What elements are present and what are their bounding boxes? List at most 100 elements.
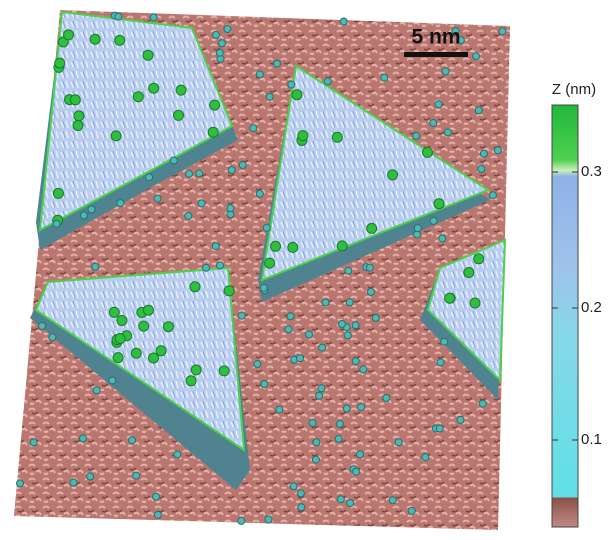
adsorbate: [185, 212, 192, 219]
adsorbate: [287, 313, 294, 320]
adsorbate: [113, 353, 123, 363]
adsorbate: [92, 263, 99, 270]
adsorbate: [143, 305, 153, 315]
adsorbate: [337, 496, 344, 503]
adsorbate: [413, 132, 420, 139]
adsorbate: [298, 131, 308, 141]
adsorbate: [163, 322, 173, 332]
adsorbate: [239, 162, 246, 169]
adsorbate: [414, 231, 421, 238]
adsorbate: [154, 511, 161, 518]
adsorbate: [109, 377, 116, 384]
adsorbate: [430, 120, 437, 127]
colorbar-title: Z (nm): [552, 81, 596, 98]
adsorbate: [115, 13, 122, 20]
adsorbate: [263, 224, 270, 231]
adsorbate: [271, 241, 281, 251]
adsorbate: [383, 395, 390, 402]
adsorbate: [357, 451, 364, 458]
adsorbate: [150, 14, 157, 21]
adsorbate: [153, 493, 160, 500]
adsorbate: [298, 504, 305, 511]
adsorbate: [276, 406, 283, 413]
adsorbate: [133, 92, 143, 102]
stm-image: [14, 10, 510, 530]
adsorbate: [480, 150, 487, 157]
adsorbate: [312, 456, 319, 463]
adsorbate: [366, 264, 373, 271]
adsorbate: [265, 258, 275, 268]
adsorbate: [208, 127, 218, 137]
adsorbate: [345, 267, 352, 274]
adsorbate: [254, 361, 261, 368]
adsorbate: [274, 60, 281, 67]
adsorbate: [306, 331, 313, 338]
adsorbate: [336, 421, 343, 428]
adsorbate: [324, 78, 331, 85]
adsorbate: [39, 323, 46, 330]
adsorbate: [475, 107, 482, 114]
adsorbate: [227, 205, 234, 212]
adsorbate: [367, 223, 377, 233]
adsorbate: [216, 49, 223, 56]
adsorbate: [174, 451, 181, 458]
adsorbate: [297, 355, 304, 362]
adsorbate: [353, 468, 360, 475]
adsorbate: [260, 284, 267, 291]
adsorbate: [290, 483, 297, 490]
adsorbate: [445, 293, 455, 303]
adsorbate: [265, 516, 272, 523]
adsorbate: [70, 95, 80, 105]
adsorbate: [186, 170, 193, 177]
adsorbate: [190, 282, 200, 292]
adsorbate: [133, 472, 140, 479]
adsorbate: [117, 200, 124, 207]
colorbar-bar: [552, 105, 578, 527]
adsorbate: [139, 321, 149, 331]
adsorbate: [441, 338, 448, 345]
adsorbate: [337, 241, 347, 251]
adsorbate: [470, 298, 480, 308]
adsorbate: [17, 480, 24, 487]
adsorbate: [292, 90, 302, 100]
adsorbate: [473, 53, 480, 60]
adsorbate: [335, 435, 342, 442]
adsorbate: [352, 322, 359, 329]
adsorbate: [499, 28, 506, 35]
adsorbate: [219, 40, 226, 47]
adsorbate: [64, 30, 74, 40]
adsorbate: [111, 131, 121, 141]
adsorbate: [343, 405, 350, 412]
adsorbate: [423, 147, 433, 157]
adsorbate: [309, 420, 316, 427]
adsorbate: [319, 344, 326, 351]
adsorbate: [73, 121, 83, 131]
adsorbate: [117, 316, 127, 326]
adsorbate: [217, 262, 224, 269]
adsorbate: [318, 385, 325, 392]
adsorbate: [360, 366, 367, 373]
adsorbate: [55, 58, 65, 68]
adsorbate: [149, 353, 159, 363]
adsorbate: [115, 334, 125, 344]
adsorbate: [90, 34, 100, 44]
adsorbate: [109, 307, 119, 317]
adsorbate: [395, 439, 402, 446]
adsorbate: [340, 18, 347, 25]
scale-bar: 5 nm: [404, 26, 468, 57]
adsorbate: [479, 400, 486, 407]
adsorbate: [238, 312, 245, 319]
adsorbate: [313, 439, 320, 446]
adsorbate: [131, 348, 141, 358]
adsorbate: [256, 190, 263, 197]
adsorbate: [444, 129, 451, 136]
adsorbate: [352, 358, 359, 365]
adsorbate: [70, 479, 77, 486]
adsorbate: [297, 490, 304, 497]
adsorbate: [346, 299, 353, 306]
adsorbate: [203, 264, 210, 271]
adsorbate: [88, 206, 95, 213]
adsorbate: [344, 332, 351, 339]
adsorbate: [53, 188, 63, 198]
adsorbate: [435, 101, 442, 108]
